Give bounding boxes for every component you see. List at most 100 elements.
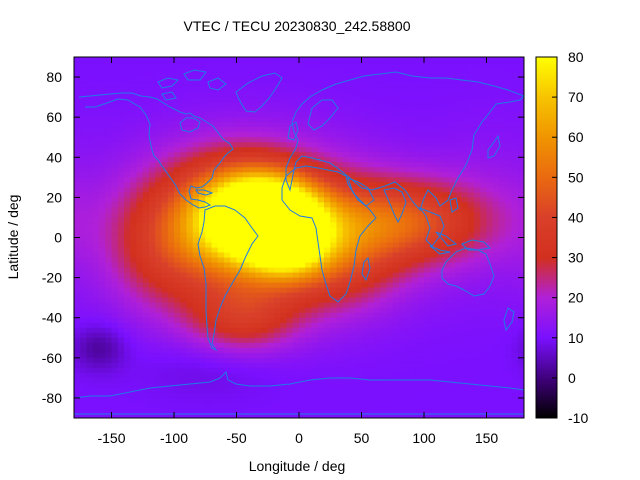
heatmap-cell xyxy=(136,117,144,123)
heatmap-cell xyxy=(180,292,188,299)
heatmap-cell xyxy=(255,262,263,269)
heatmap-cell xyxy=(405,67,413,73)
heatmap-cell xyxy=(417,167,425,173)
heatmap-cell xyxy=(336,242,344,249)
heatmap-cell xyxy=(292,202,300,209)
heatmap-cell xyxy=(380,147,388,153)
heatmap-cell xyxy=(149,402,156,409)
heatmap-cell xyxy=(230,272,238,279)
heatmap-cell xyxy=(167,282,175,289)
heatmap-cell xyxy=(374,222,381,229)
heatmap-cell xyxy=(474,272,481,279)
heatmap-cell xyxy=(230,97,238,103)
heatmap-cell xyxy=(342,202,350,209)
heatmap-cell xyxy=(449,317,456,324)
heatmap-cell xyxy=(224,107,231,113)
heatmap-cells xyxy=(74,57,524,418)
heatmap-cell xyxy=(367,382,375,389)
heatmap-cell xyxy=(130,157,138,163)
heatmap-cell xyxy=(374,192,381,198)
heatmap-cell xyxy=(305,132,313,138)
heatmap-cell xyxy=(299,332,306,339)
heatmap-cell xyxy=(167,352,175,359)
heatmap-cell xyxy=(386,307,394,314)
heatmap-cell xyxy=(405,212,413,219)
heatmap-cell xyxy=(242,212,250,219)
heatmap-cell xyxy=(242,202,250,209)
heatmap-cell xyxy=(511,292,519,299)
heatmap-cell xyxy=(399,307,406,314)
heatmap-cell xyxy=(349,377,356,384)
heatmap-cell xyxy=(411,147,419,153)
heatmap-cell xyxy=(417,132,425,138)
heatmap-cell xyxy=(161,302,169,309)
heatmap-cell xyxy=(167,107,175,113)
heatmap-cell xyxy=(386,142,394,148)
heatmap-cell xyxy=(411,137,419,143)
heatmap-cell xyxy=(217,332,225,339)
heatmap-cell xyxy=(455,247,463,254)
heatmap-cell xyxy=(467,232,475,239)
heatmap-cell xyxy=(355,127,363,133)
heatmap-cell xyxy=(111,62,119,68)
heatmap-cell xyxy=(455,92,463,98)
heatmap-cell xyxy=(249,272,256,279)
heatmap-cell xyxy=(286,172,294,178)
heatmap-cell xyxy=(267,82,275,88)
heatmap-cell xyxy=(74,312,81,319)
heatmap-cell xyxy=(224,127,231,133)
heatmap-cell xyxy=(424,172,431,178)
heatmap-cell xyxy=(99,287,106,294)
heatmap-cell xyxy=(124,362,131,369)
heatmap-cell xyxy=(249,262,256,269)
heatmap-cell xyxy=(399,387,406,394)
heatmap-cell xyxy=(455,387,463,394)
heatmap-cell xyxy=(305,127,313,133)
heatmap-cell xyxy=(124,267,131,274)
heatmap-cell xyxy=(286,307,294,314)
heatmap-cell xyxy=(286,67,294,73)
heatmap-cell xyxy=(374,392,381,399)
heatmap-cell xyxy=(467,82,475,88)
heatmap-cell xyxy=(74,177,81,183)
heatmap-cell xyxy=(480,392,488,399)
heatmap-cell xyxy=(130,147,138,153)
heatmap-cell xyxy=(217,217,225,224)
heatmap-cell xyxy=(236,282,244,289)
heatmap-cell xyxy=(455,167,463,173)
heatmap-cell xyxy=(130,272,138,279)
heatmap-cell xyxy=(124,217,131,224)
heatmap-cell xyxy=(149,307,156,314)
heatmap-cell xyxy=(392,217,400,224)
heatmap-cell xyxy=(442,357,450,364)
heatmap-cell xyxy=(361,87,369,93)
heatmap-cell xyxy=(505,242,513,249)
heatmap-cell xyxy=(492,127,500,133)
heatmap-cell xyxy=(305,167,313,173)
heatmap-cell xyxy=(230,202,238,209)
heatmap-cell xyxy=(367,347,375,354)
heatmap-cell xyxy=(405,252,413,259)
heatmap-cell xyxy=(117,377,125,384)
heatmap-cell xyxy=(299,277,306,284)
heatmap-cell xyxy=(342,107,350,113)
heatmap-cell xyxy=(342,272,350,279)
heatmap-cell xyxy=(255,132,263,138)
heatmap-cell xyxy=(349,132,356,138)
heatmap-cell xyxy=(267,337,275,344)
heatmap-cell xyxy=(355,352,363,359)
heatmap-cell xyxy=(261,252,269,259)
heatmap-cell xyxy=(274,172,281,178)
heatmap-cell xyxy=(355,232,363,239)
heatmap-cell xyxy=(355,137,363,143)
heatmap-cell xyxy=(74,57,81,63)
heatmap-cell xyxy=(511,82,519,88)
heatmap-cell xyxy=(205,102,213,108)
heatmap-cell xyxy=(517,257,524,264)
heatmap-cell xyxy=(311,327,319,334)
heatmap-cell xyxy=(467,142,475,148)
heatmap-cell xyxy=(455,337,463,344)
heatmap-cell xyxy=(430,167,438,173)
heatmap-cell xyxy=(292,122,300,128)
heatmap-cell xyxy=(392,212,400,219)
